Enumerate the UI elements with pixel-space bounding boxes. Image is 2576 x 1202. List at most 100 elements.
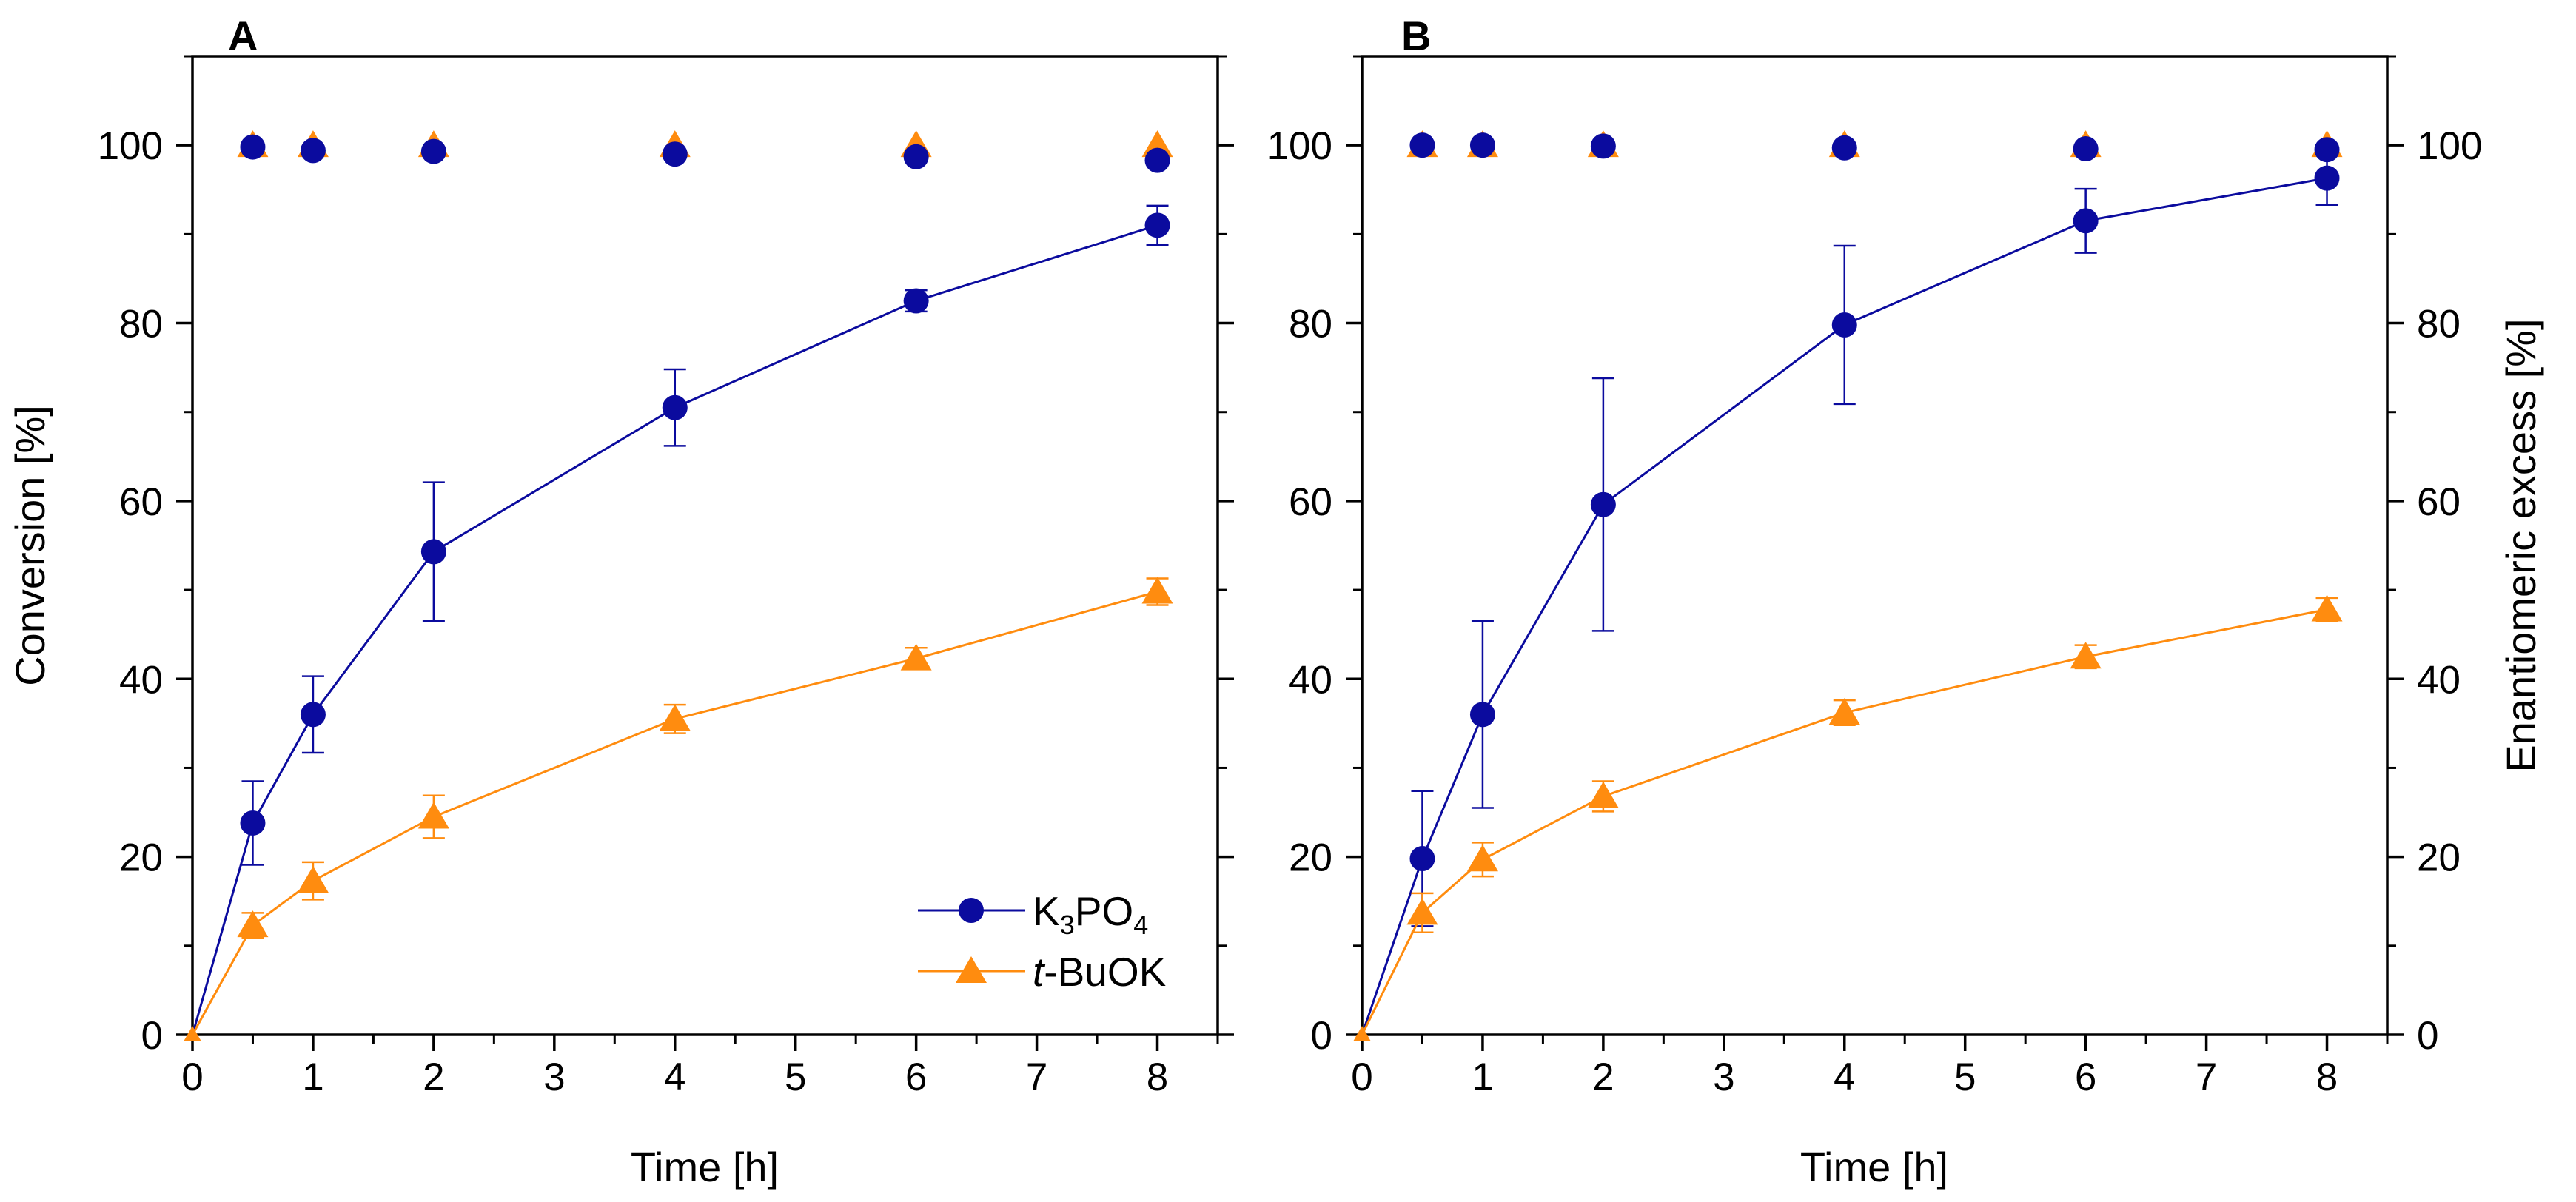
y-tick-label-left: 40: [119, 658, 163, 702]
k3po4-ee-point: [420, 138, 446, 164]
x-tick-label: 3: [1713, 1055, 1734, 1099]
panel-a-x-axis-title: Time [h]: [631, 1144, 779, 1190]
x-tick-label: 5: [785, 1055, 806, 1099]
x-tick-label: 3: [543, 1055, 565, 1099]
x-tick-label: 8: [1147, 1055, 1168, 1099]
legend-k3po4-k: K: [1033, 888, 1060, 934]
k3po4-ee-point: [662, 141, 688, 167]
y-tick-label-left: 40: [1289, 658, 1332, 702]
tbuok-conversion-point: [417, 802, 449, 829]
tbuok-conversion-point: [1141, 577, 1173, 604]
panel-a-letter: A: [228, 13, 258, 59]
k3po4-ee-point: [1831, 135, 1857, 161]
k3po4-ee-point: [1590, 133, 1616, 159]
legend-k3po4-marker: [959, 898, 984, 923]
x-tick-label: 6: [905, 1055, 927, 1099]
k3po4-conversion-point: [1469, 702, 1495, 728]
panel-b-x-axis-title: Time [h]: [1800, 1144, 1948, 1190]
k3po4-conversion-point: [300, 702, 326, 728]
panel-a-frame: [191, 55, 1219, 1036]
legend-k3po4-po: PO: [1075, 888, 1133, 934]
k3po4-conversion-point: [2073, 208, 2099, 234]
tbuok-conversion-line: [191, 591, 1158, 1035]
legend-k3po4-sub-4: 4: [1133, 910, 1148, 940]
k3po4-conversion-point: [420, 539, 446, 565]
tbuok-conversion-point: [1466, 845, 1498, 872]
y-tick-label-right: 20: [2417, 836, 2461, 880]
tbuok-conversion-point: [297, 866, 329, 893]
x-tick-label: 8: [2316, 1055, 2338, 1099]
legend: K3PO4 t-BuOK: [918, 888, 1167, 995]
panel-b-data: [1353, 130, 2343, 1041]
k3po4-conversion-point: [1831, 312, 1857, 338]
panel-b-y-axis-title: Enantiomeric excess [%]: [2498, 318, 2544, 772]
x-tick-label: 6: [2075, 1055, 2096, 1099]
k3po4-ee-point: [903, 144, 929, 169]
x-tick-label: 1: [1472, 1055, 1493, 1099]
panel-b-frame: [1361, 55, 2389, 1036]
k3po4-conversion-line: [191, 224, 1158, 1035]
x-tick-label: 7: [2196, 1055, 2217, 1099]
k3po4-ee-point: [2073, 135, 2099, 161]
y-tick-label-left: 60: [119, 480, 163, 524]
k3po4-ee-point: [1409, 132, 1435, 158]
panel-a-data: [184, 130, 1173, 1041]
y-tick-label-right: 100: [2417, 124, 2482, 168]
k3po4-ee-point: [240, 134, 266, 160]
x-tick-label: 4: [1834, 1055, 1855, 1099]
y-tick-label-left: 20: [119, 836, 163, 880]
y-tick-label-left: 80: [1289, 303, 1332, 346]
y-tick-label-left: 20: [1289, 836, 1332, 880]
tbuok-conversion-point: [900, 643, 932, 671]
x-tick-label: 0: [181, 1055, 203, 1099]
y-tick-label-right: 60: [2417, 480, 2461, 524]
y-tick-label-right: 40: [2417, 658, 2461, 702]
tbuok-conversion-point: [1406, 898, 1438, 925]
y-tick-label-left: 0: [141, 1014, 163, 1058]
tbuok-conversion-point: [2311, 594, 2343, 622]
y-tick-label-left: 100: [98, 124, 163, 168]
y-tick-label-left: 80: [119, 303, 163, 346]
y-tick-label-right: 80: [2417, 303, 2461, 346]
x-tick-label: 2: [423, 1055, 444, 1099]
k3po4-conversion-point: [662, 394, 688, 420]
k3po4-ee-point: [1144, 147, 1170, 173]
legend-tbuok-rest: -BuOK: [1044, 949, 1166, 995]
tbuok-conversion-point: [1828, 697, 1860, 725]
x-tick-label: 4: [664, 1055, 685, 1099]
y-tick-label-right: 0: [2417, 1014, 2438, 1058]
tbuok-conversion-point: [237, 910, 269, 938]
tbuok-ee-point: [1141, 130, 1173, 158]
k3po4-conversion-point: [2314, 165, 2340, 191]
k3po4-conversion-point: [1144, 212, 1170, 238]
k3po4-conversion-point: [240, 810, 266, 836]
tbuok-conversion-point: [1587, 781, 1619, 808]
legend-tbuok-label: t-BuOK: [1033, 949, 1167, 995]
k3po4-ee-point: [300, 138, 326, 164]
k3po4-ee-point: [1469, 132, 1495, 158]
y-tick-label-left: 60: [1289, 480, 1332, 524]
x-tick-label: 7: [1026, 1055, 1047, 1099]
legend-k3po4-sub-3: 3: [1060, 910, 1075, 940]
legend-tbuok-marker: [956, 956, 987, 983]
k3po4-conversion-point: [903, 288, 929, 314]
k3po4-conversion-point: [1409, 846, 1435, 872]
origin-point: [1353, 1026, 1371, 1041]
x-tick-label: 5: [1954, 1055, 1976, 1099]
legend-tbuok-italic: t: [1033, 949, 1046, 995]
legend-k3po4-label: K3PO4: [1033, 888, 1148, 940]
origin-point: [184, 1026, 201, 1041]
k3po4-ee-point: [2314, 137, 2340, 163]
y-tick-label-left: 0: [1311, 1014, 1332, 1058]
tbuok-conversion-point: [659, 704, 691, 731]
panel-a-y-axis-title: Conversion [%]: [7, 405, 53, 686]
tbuok-conversion-point: [2070, 642, 2102, 669]
panel-b-letter: B: [1401, 13, 1431, 59]
y-tick-label-left: 100: [1267, 124, 1332, 168]
k3po4-conversion-point: [1590, 491, 1616, 517]
